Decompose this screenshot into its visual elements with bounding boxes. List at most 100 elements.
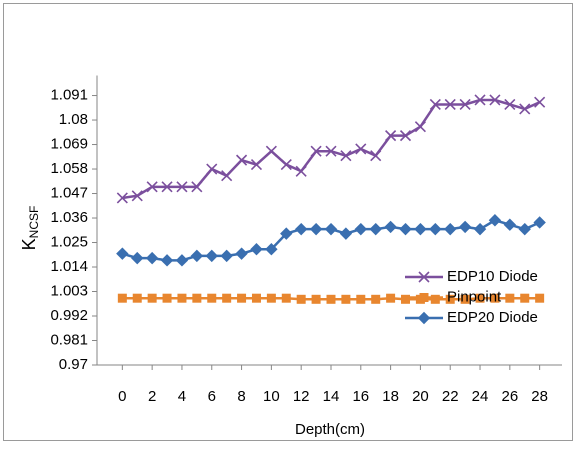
chart-border	[3, 3, 573, 441]
legend-label: Pinpoint	[447, 288, 502, 305]
x-tick-label: 2	[148, 388, 156, 405]
y-tick-label: 1.003	[50, 282, 88, 299]
marker	[533, 216, 546, 229]
marker	[237, 293, 247, 303]
marker	[473, 222, 487, 236]
marker	[192, 293, 202, 303]
marker	[116, 192, 128, 204]
marker	[503, 218, 517, 231]
marker	[311, 294, 321, 304]
marker	[191, 181, 203, 193]
marker	[146, 181, 158, 193]
marker	[399, 130, 412, 142]
marker	[417, 311, 431, 325]
marker	[385, 130, 397, 142]
marker	[176, 181, 188, 193]
marker	[117, 293, 127, 303]
marker	[205, 249, 218, 263]
marker	[534, 96, 546, 108]
x-tick-label: 18	[382, 388, 399, 405]
marker	[370, 150, 382, 162]
marker	[535, 293, 545, 303]
legend-label: EDP10 Diode	[447, 268, 538, 285]
marker	[429, 98, 441, 111]
y-label-sub: NCSF	[27, 206, 41, 239]
marker	[445, 294, 455, 304]
y-tick-label: 1.069	[50, 136, 88, 153]
marker	[458, 220, 472, 234]
x-tick-label: 20	[412, 388, 429, 405]
marker	[418, 271, 430, 283]
marker	[475, 293, 485, 303]
x-tick-label: 8	[237, 388, 245, 405]
marker	[520, 293, 530, 303]
x-tick-label: 4	[178, 388, 186, 405]
marker	[489, 94, 501, 106]
x-tick-label: 24	[472, 388, 489, 405]
marker	[147, 293, 157, 303]
marker	[519, 103, 531, 115]
x-tick-label: 0	[118, 388, 126, 405]
marker	[505, 293, 515, 303]
marker	[265, 242, 278, 256]
marker	[280, 159, 292, 171]
marker	[281, 293, 291, 303]
x-tick-label: 12	[293, 388, 310, 405]
y-axis-label: KNCSF	[19, 206, 41, 251]
marker	[371, 294, 381, 304]
marker	[430, 294, 440, 304]
x-tick-label: 14	[323, 388, 340, 405]
y-tick-label: 0.981	[50, 331, 88, 348]
marker	[444, 98, 456, 111]
marker	[207, 293, 217, 303]
marker	[206, 163, 218, 175]
marker	[488, 214, 502, 227]
marker	[132, 293, 142, 303]
marker	[325, 145, 337, 157]
marker	[221, 170, 233, 182]
marker	[250, 159, 263, 171]
y-label-main: K	[19, 238, 39, 250]
x-tick-label: 10	[263, 388, 280, 405]
marker	[324, 222, 338, 236]
marker	[160, 254, 174, 267]
marker	[356, 294, 366, 304]
marker	[444, 222, 457, 236]
marker	[131, 190, 143, 202]
marker	[386, 293, 396, 303]
marker	[429, 222, 442, 236]
x-tick-label: 22	[442, 388, 459, 405]
marker	[518, 222, 531, 236]
marker	[175, 254, 189, 267]
marker	[354, 222, 368, 236]
y-tick-label: 1.058	[50, 160, 88, 177]
marker	[220, 249, 233, 263]
y-tick-label: 1.014	[50, 258, 88, 275]
marker	[295, 165, 307, 177]
marker	[265, 145, 277, 157]
marker	[384, 220, 397, 234]
marker	[340, 150, 352, 162]
marker	[250, 242, 263, 256]
marker	[116, 247, 129, 260]
marker	[419, 293, 429, 302]
marker	[414, 222, 427, 236]
marker	[235, 247, 248, 260]
marker	[131, 251, 144, 265]
marker	[504, 98, 516, 111]
y-tick-label: 1.047	[50, 184, 88, 201]
marker	[459, 98, 471, 111]
marker	[310, 145, 322, 157]
x-tick-label: 16	[352, 388, 369, 405]
y-tick-label: 1.036	[50, 209, 88, 226]
x-tick-label: 6	[208, 388, 216, 405]
marker	[222, 293, 232, 303]
marker	[460, 294, 470, 304]
x-axis-label: Depth(cm)	[295, 421, 365, 438]
y-tick-label: 1.08	[59, 111, 88, 128]
marker	[414, 121, 426, 133]
marker	[339, 227, 353, 240]
marker	[190, 249, 204, 263]
marker	[177, 293, 187, 303]
